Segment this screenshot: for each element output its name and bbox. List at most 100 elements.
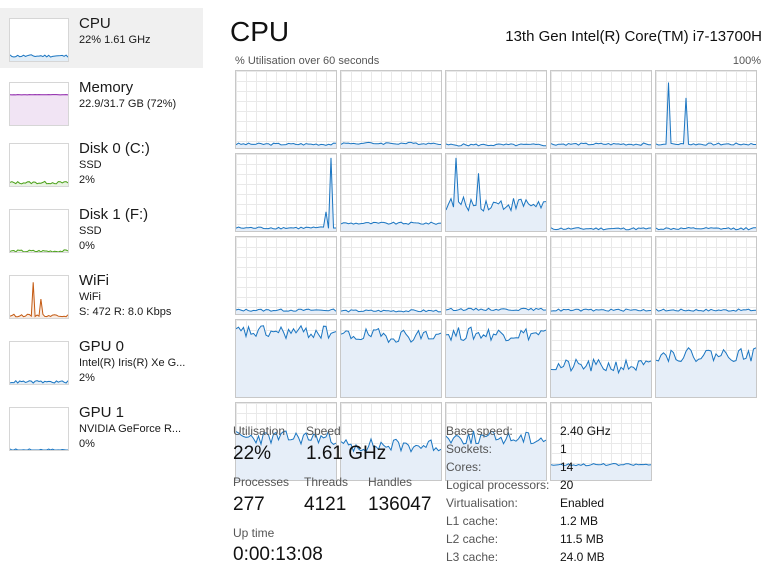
core-graph-line (341, 221, 441, 225)
sidebar-item-detail: NVIDIA GeForce R... (79, 423, 182, 435)
spec-label: Virtualisation: (446, 496, 518, 510)
core-graph-area (236, 325, 336, 397)
core-graph (655, 236, 757, 315)
sidebar-item-title: GPU 1 (79, 404, 125, 421)
core-graph-line (446, 143, 546, 147)
core-graph-line (551, 357, 651, 375)
mini-graph-line (10, 448, 68, 450)
page-title: CPU (230, 16, 290, 47)
core-graph-area (551, 359, 651, 397)
core-graph-line (341, 437, 441, 453)
core-graph-area (446, 157, 546, 231)
graph-caption: % Utilisation over 60 seconds (235, 55, 380, 67)
core-graph (235, 319, 337, 398)
sidebar-item-detail: SSD (79, 225, 102, 237)
sidebar-item-detail: 0% (79, 240, 95, 252)
core-graph (445, 402, 547, 481)
core-graph (445, 319, 547, 398)
sidebar-item-disk0[interactable]: Disk 0 (C:) SSD 2% (0, 133, 203, 193)
sidebar-item-detail: 0% (79, 438, 95, 450)
spec-value: 20 (560, 478, 574, 492)
core-graph-line (446, 430, 546, 445)
spec-value: 1 (560, 442, 567, 456)
core-graph-line (551, 462, 651, 467)
wifi-thumbnail-graph (9, 275, 69, 319)
core-graph (655, 319, 757, 398)
sidebar: CPU 22% 1.61 GHz Memory 22.9/31.7 GB (72… (0, 0, 206, 578)
spec-label: Sockets: (446, 442, 493, 456)
logical-processor-graphs (235, 70, 763, 481)
core-graph-area (341, 222, 441, 231)
gpu0-thumbnail-graph (9, 341, 69, 385)
sidebar-item-title: CPU (79, 15, 111, 32)
core-graph-line (341, 327, 441, 344)
cpu-detail-panel: CPU 13th Gen Intel(R) Core(TM) i7-13700H… (206, 0, 768, 578)
core-graph (655, 153, 757, 232)
core-graph-line (341, 141, 441, 146)
speed-value: 1.61 GHz (306, 443, 387, 464)
core-graph (550, 402, 652, 481)
sidebar-item-cpu[interactable]: CPU 22% 1.61 GHz (0, 8, 203, 68)
core-graph-line (446, 326, 546, 342)
sidebar-item-detail: SSD (79, 159, 102, 171)
core-graph (340, 153, 442, 232)
disk0-mini-chart (10, 180, 68, 186)
spec-label: L3 cache: (446, 550, 499, 564)
core-graph-area (551, 309, 651, 314)
sidebar-item-gpu0[interactable]: GPU 0 Intel(R) Iris(R) Xe G... 2% (0, 331, 203, 391)
memory-thumbnail-graph (9, 82, 69, 126)
spec-label: L2 cache: (446, 532, 499, 546)
cpu-mini-chart (10, 54, 68, 61)
sidebar-item-wifi[interactable]: WiFi WiFi S: 472 R: 8.0 Kbps (0, 265, 203, 325)
sidebar-item-detail: Intel(R) Iris(R) Xe G... (79, 357, 186, 369)
core-graph-area (551, 143, 651, 148)
core-graph-area (551, 463, 651, 480)
mini-graph-line (10, 282, 68, 318)
core-graph (445, 153, 547, 232)
core-graph-area (656, 309, 756, 314)
core-graph (550, 236, 652, 315)
core-graph (340, 70, 442, 149)
sidebar-item-title: GPU 0 (79, 338, 125, 355)
spec-label: L1 cache: (446, 514, 499, 528)
core-graph (235, 70, 337, 149)
gpu0-mini-chart (10, 379, 68, 384)
sidebar-item-memory[interactable]: Memory 22.9/31.7 GB (72%) (0, 72, 203, 132)
core-graph (340, 236, 442, 315)
core-graph-line (656, 226, 756, 231)
core-graph (550, 319, 652, 398)
core-graph (340, 402, 442, 481)
core-graph (445, 236, 547, 315)
spec-value: 24.0 MB (560, 550, 605, 564)
wifi-mini-chart (10, 282, 68, 318)
core-graph-line (341, 309, 441, 313)
sidebar-item-title: Disk 0 (C:) (79, 140, 150, 157)
utilisation-value: 22% (233, 443, 272, 464)
mini-graph-area (10, 94, 68, 125)
spec-label: Base speed: (446, 424, 513, 438)
core-graph-line (656, 82, 756, 146)
spec-label: Logical processors: (446, 478, 550, 492)
sidebar-item-title: Disk 1 (F:) (79, 206, 149, 223)
utilisation-label: Utilisation (233, 424, 286, 438)
handles-value: 136047 (368, 494, 432, 515)
sidebar-item-detail: 22.9/31.7 GB (72%) (79, 98, 177, 110)
core-graph-area (446, 327, 546, 397)
sidebar-item-detail: WiFi (79, 291, 101, 303)
cpu-thumbnail-graph (9, 18, 69, 62)
mini-graph-line (10, 249, 68, 252)
core-graph-line (446, 307, 546, 312)
spec-label: Cores: (446, 460, 482, 474)
core-graph (550, 153, 652, 232)
core-graph-line (236, 429, 336, 447)
mini-graph-line (10, 379, 68, 384)
disk1-thumbnail-graph (9, 209, 69, 253)
core-graph-line (551, 142, 651, 146)
spec-value: 2.40 GHz (560, 424, 611, 438)
sidebar-item-detail: S: 472 R: 8.0 Kbps (79, 306, 172, 318)
sidebar-item-detail: 2% (79, 372, 95, 384)
sidebar-item-gpu1[interactable]: GPU 1 NVIDIA GeForce R... 0% (0, 397, 203, 457)
sidebar-item-disk1[interactable]: Disk 1 (F:) SSD 0% (0, 199, 203, 259)
core-graph-line (236, 308, 336, 312)
speed-label: Speed (306, 424, 341, 438)
